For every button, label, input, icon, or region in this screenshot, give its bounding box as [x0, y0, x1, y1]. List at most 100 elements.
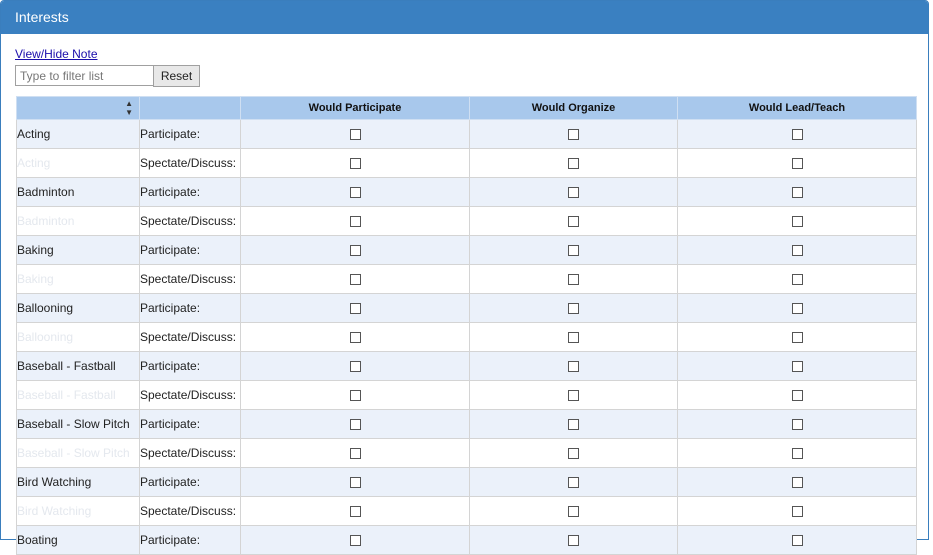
checkbox-cell-lead — [677, 119, 917, 149]
would-organize-checkbox[interactable] — [568, 535, 579, 547]
would-lead-checkbox[interactable] — [791, 187, 803, 199]
would-participate-checkbox[interactable] — [349, 419, 361, 431]
checkbox-cell-organize — [469, 206, 678, 236]
checkbox-cell-participate — [240, 496, 470, 526]
row-type-label: Spectate/Discuss: — [139, 206, 241, 236]
would-participate-checkbox[interactable] — [349, 245, 361, 257]
would-lead-checkbox[interactable] — [791, 390, 803, 402]
would-lead-checkbox[interactable] — [791, 419, 803, 431]
would-participate-checkbox[interactable] — [349, 274, 361, 286]
would-lead-checkbox[interactable] — [791, 477, 803, 489]
would-lead-checkbox[interactable] — [791, 129, 803, 141]
checkbox-cell-organize — [469, 467, 678, 497]
would-organize-checkbox[interactable] — [568, 187, 579, 199]
checkbox-cell-participate — [240, 380, 470, 410]
would-lead-checkbox[interactable] — [791, 506, 803, 518]
checkbox-cell-lead — [677, 380, 917, 410]
interest-name: Baseball - Fastball — [16, 380, 140, 410]
row-type-label: Participate: — [139, 293, 241, 323]
would-organize-checkbox[interactable] — [568, 216, 579, 228]
would-participate-checkbox[interactable] — [349, 158, 361, 170]
would-lead-checkbox[interactable] — [791, 448, 803, 460]
checkbox-cell-participate — [240, 525, 470, 555]
would-organize-checkbox[interactable] — [568, 129, 579, 141]
row-type-label: Participate: — [139, 235, 241, 265]
would-organize-checkbox[interactable] — [568, 419, 579, 431]
interest-name: Acting — [16, 119, 140, 149]
would-lead-checkbox[interactable] — [791, 332, 803, 344]
row-type-label: Participate: — [139, 409, 241, 439]
checkbox-cell-participate — [240, 351, 470, 381]
interest-name: Badminton — [16, 206, 140, 236]
would-lead-teach-header: Would Lead/Teach — [677, 96, 917, 120]
interest-name: Bird Watching — [16, 467, 140, 497]
would-organize-checkbox[interactable] — [568, 332, 579, 344]
would-lead-checkbox[interactable] — [791, 216, 803, 228]
would-participate-checkbox[interactable] — [349, 448, 361, 460]
table-row: Baking Participate: — [16, 235, 917, 265]
interest-name: Boating — [16, 525, 140, 555]
would-organize-checkbox[interactable] — [568, 477, 579, 489]
interests-table: ▲ ▼ Would Participate Would Organize Woul… — [16, 96, 917, 555]
would-lead-checkbox[interactable] — [791, 274, 803, 286]
checkbox-cell-lead — [677, 322, 917, 352]
interest-name: Baseball - Slow Pitch — [16, 438, 140, 468]
view-hide-note-link[interactable]: View/Hide Note — [15, 47, 98, 61]
reset-button[interactable]: Reset — [153, 65, 200, 87]
table-row: Baseball - Fastball Participate: — [16, 351, 917, 381]
checkbox-cell-participate — [240, 467, 470, 497]
would-organize-checkbox[interactable] — [568, 158, 579, 170]
would-lead-checkbox[interactable] — [791, 158, 803, 170]
checkbox-cell-organize — [469, 119, 678, 149]
would-lead-checkbox[interactable] — [791, 303, 803, 315]
would-participate-checkbox[interactable] — [349, 477, 361, 489]
row-type-label: Participate: — [139, 351, 241, 381]
row-type-label: Participate: — [139, 119, 241, 149]
table-row: Ballooning Spectate/Discuss: — [16, 322, 917, 352]
would-participate-header: Would Participate — [240, 96, 470, 120]
would-participate-checkbox[interactable] — [349, 303, 361, 315]
table-row: Baseball - Slow Pitch Spectate/Discuss: — [16, 438, 917, 468]
would-participate-checkbox[interactable] — [349, 506, 361, 518]
would-organize-checkbox[interactable] — [568, 361, 579, 373]
checkbox-cell-organize — [469, 496, 678, 526]
would-participate-checkbox[interactable] — [349, 390, 361, 402]
row-type-label: Spectate/Discuss: — [139, 438, 241, 468]
checkbox-cell-organize — [469, 264, 678, 294]
sort-icon[interactable]: ▲ ▼ — [125, 99, 133, 117]
would-organize-checkbox[interactable] — [568, 448, 579, 460]
checkbox-cell-lead — [677, 438, 917, 468]
checkbox-cell-participate — [240, 264, 470, 294]
checkbox-cell-organize — [469, 148, 678, 178]
type-column-header — [139, 96, 241, 120]
would-organize-checkbox[interactable] — [568, 245, 579, 257]
checkbox-cell-organize — [469, 177, 678, 207]
row-type-label: Spectate/Discuss: — [139, 496, 241, 526]
would-organize-checkbox[interactable] — [568, 506, 579, 518]
would-lead-checkbox[interactable] — [791, 361, 803, 373]
row-type-label: Spectate/Discuss: — [139, 322, 241, 352]
would-participate-checkbox[interactable] — [349, 216, 361, 228]
checkbox-cell-lead — [677, 177, 917, 207]
would-participate-checkbox[interactable] — [349, 129, 361, 141]
checkbox-cell-lead — [677, 496, 917, 526]
would-participate-checkbox[interactable] — [349, 361, 361, 373]
would-participate-checkbox[interactable] — [349, 187, 361, 199]
would-lead-checkbox[interactable] — [791, 535, 803, 547]
would-organize-checkbox[interactable] — [568, 390, 579, 402]
interest-name: Baseball - Fastball — [16, 351, 140, 381]
would-participate-checkbox[interactable] — [349, 332, 361, 344]
interest-name: Acting — [16, 148, 140, 178]
would-organize-checkbox[interactable] — [568, 274, 579, 286]
row-type-label: Spectate/Discuss: — [139, 148, 241, 178]
would-lead-checkbox[interactable] — [791, 245, 803, 257]
checkbox-cell-participate — [240, 119, 470, 149]
name-column-header[interactable]: ▲ ▼ — [16, 96, 140, 120]
would-participate-checkbox[interactable] — [349, 535, 361, 547]
would-organize-checkbox[interactable] — [568, 303, 579, 315]
table-header-row: ▲ ▼ Would Participate Would Organize Woul… — [16, 96, 917, 120]
filter-input[interactable] — [15, 65, 154, 86]
checkbox-cell-lead — [677, 467, 917, 497]
interest-name: Ballooning — [16, 293, 140, 323]
checkbox-cell-participate — [240, 177, 470, 207]
